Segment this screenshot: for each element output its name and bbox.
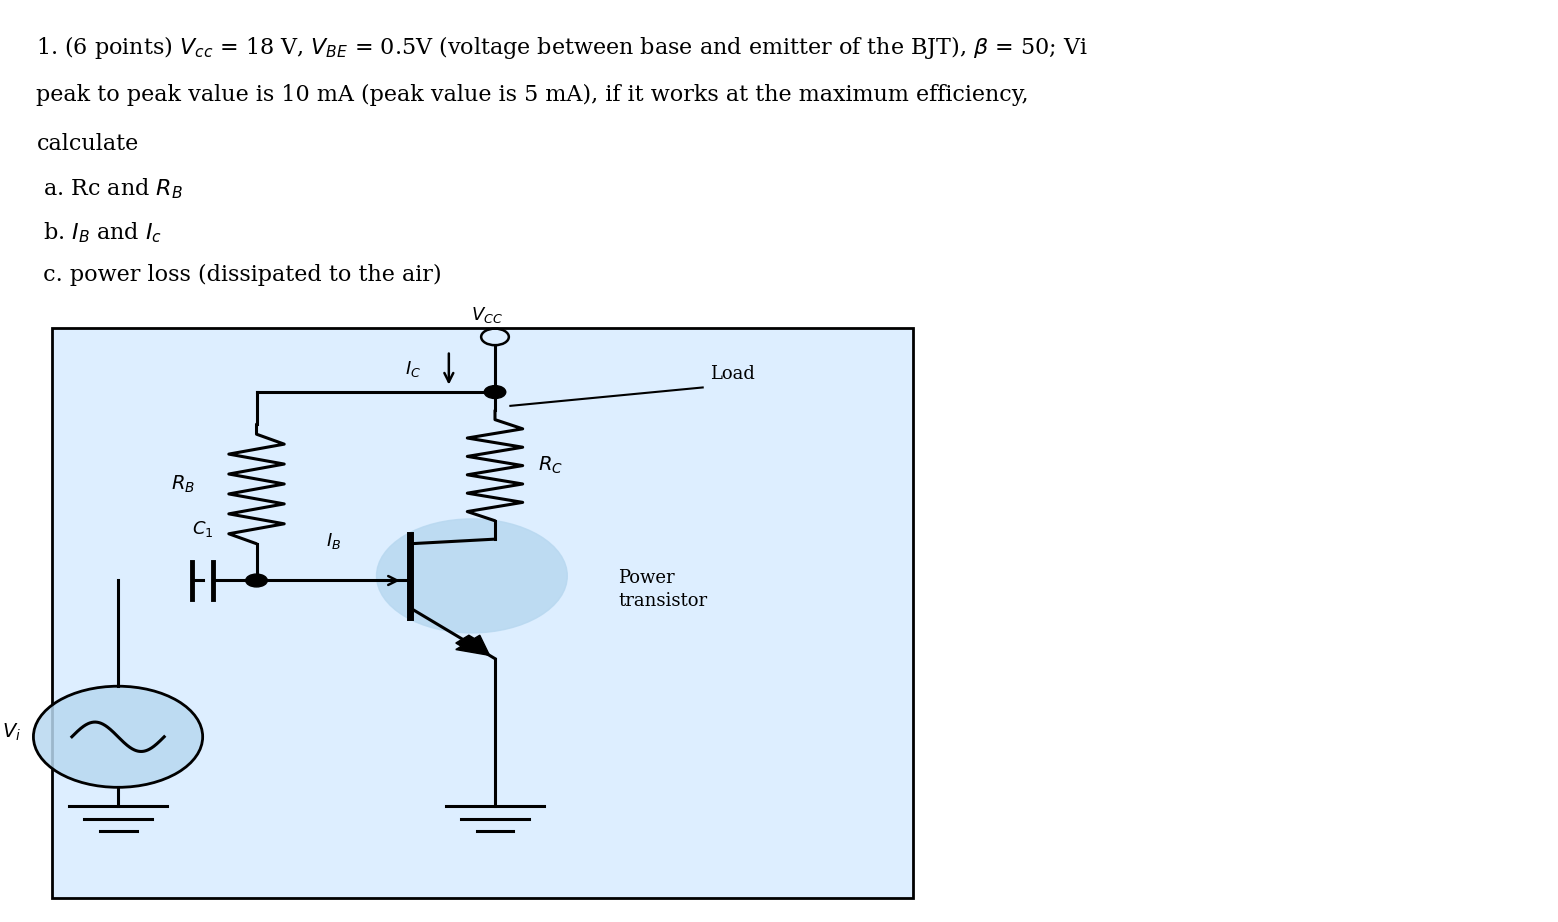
Text: $R_C$: $R_C$ — [538, 455, 562, 477]
Text: b. $I_B$ and $I_c$: b. $I_B$ and $I_c$ — [36, 220, 162, 244]
Circle shape — [485, 385, 506, 398]
Text: 1. (6 points) $V_{cc}$ = 18 V, $V_{BE}$ = 0.5V (voltage between base and emitter: 1. (6 points) $V_{cc}$ = 18 V, $V_{BE}$ … — [36, 33, 1089, 61]
Text: peak to peak value is 10 mA (peak value is 5 mA), if it works at the maximum eff: peak to peak value is 10 mA (peak value … — [36, 84, 1030, 106]
Text: $C_1$: $C_1$ — [192, 519, 213, 539]
Circle shape — [377, 519, 567, 632]
Text: $I_C$: $I_C$ — [405, 359, 421, 379]
Bar — [51, 327, 913, 898]
Text: $V_{CC}$: $V_{CC}$ — [472, 305, 503, 325]
Text: calculate: calculate — [36, 133, 139, 155]
Text: a. Rc and $R_B$: a. Rc and $R_B$ — [36, 176, 184, 201]
Text: $V_i$: $V_i$ — [2, 722, 22, 743]
Circle shape — [33, 686, 203, 787]
Text: $I_B$: $I_B$ — [326, 531, 341, 551]
Circle shape — [246, 574, 268, 587]
Text: Power
transistor: Power transistor — [619, 569, 707, 610]
Text: c. power loss (dissipated to the air): c. power loss (dissipated to the air) — [36, 265, 442, 287]
Text: $R_B$: $R_B$ — [171, 473, 195, 494]
FancyArrow shape — [456, 635, 489, 656]
Text: Load: Load — [710, 365, 756, 383]
